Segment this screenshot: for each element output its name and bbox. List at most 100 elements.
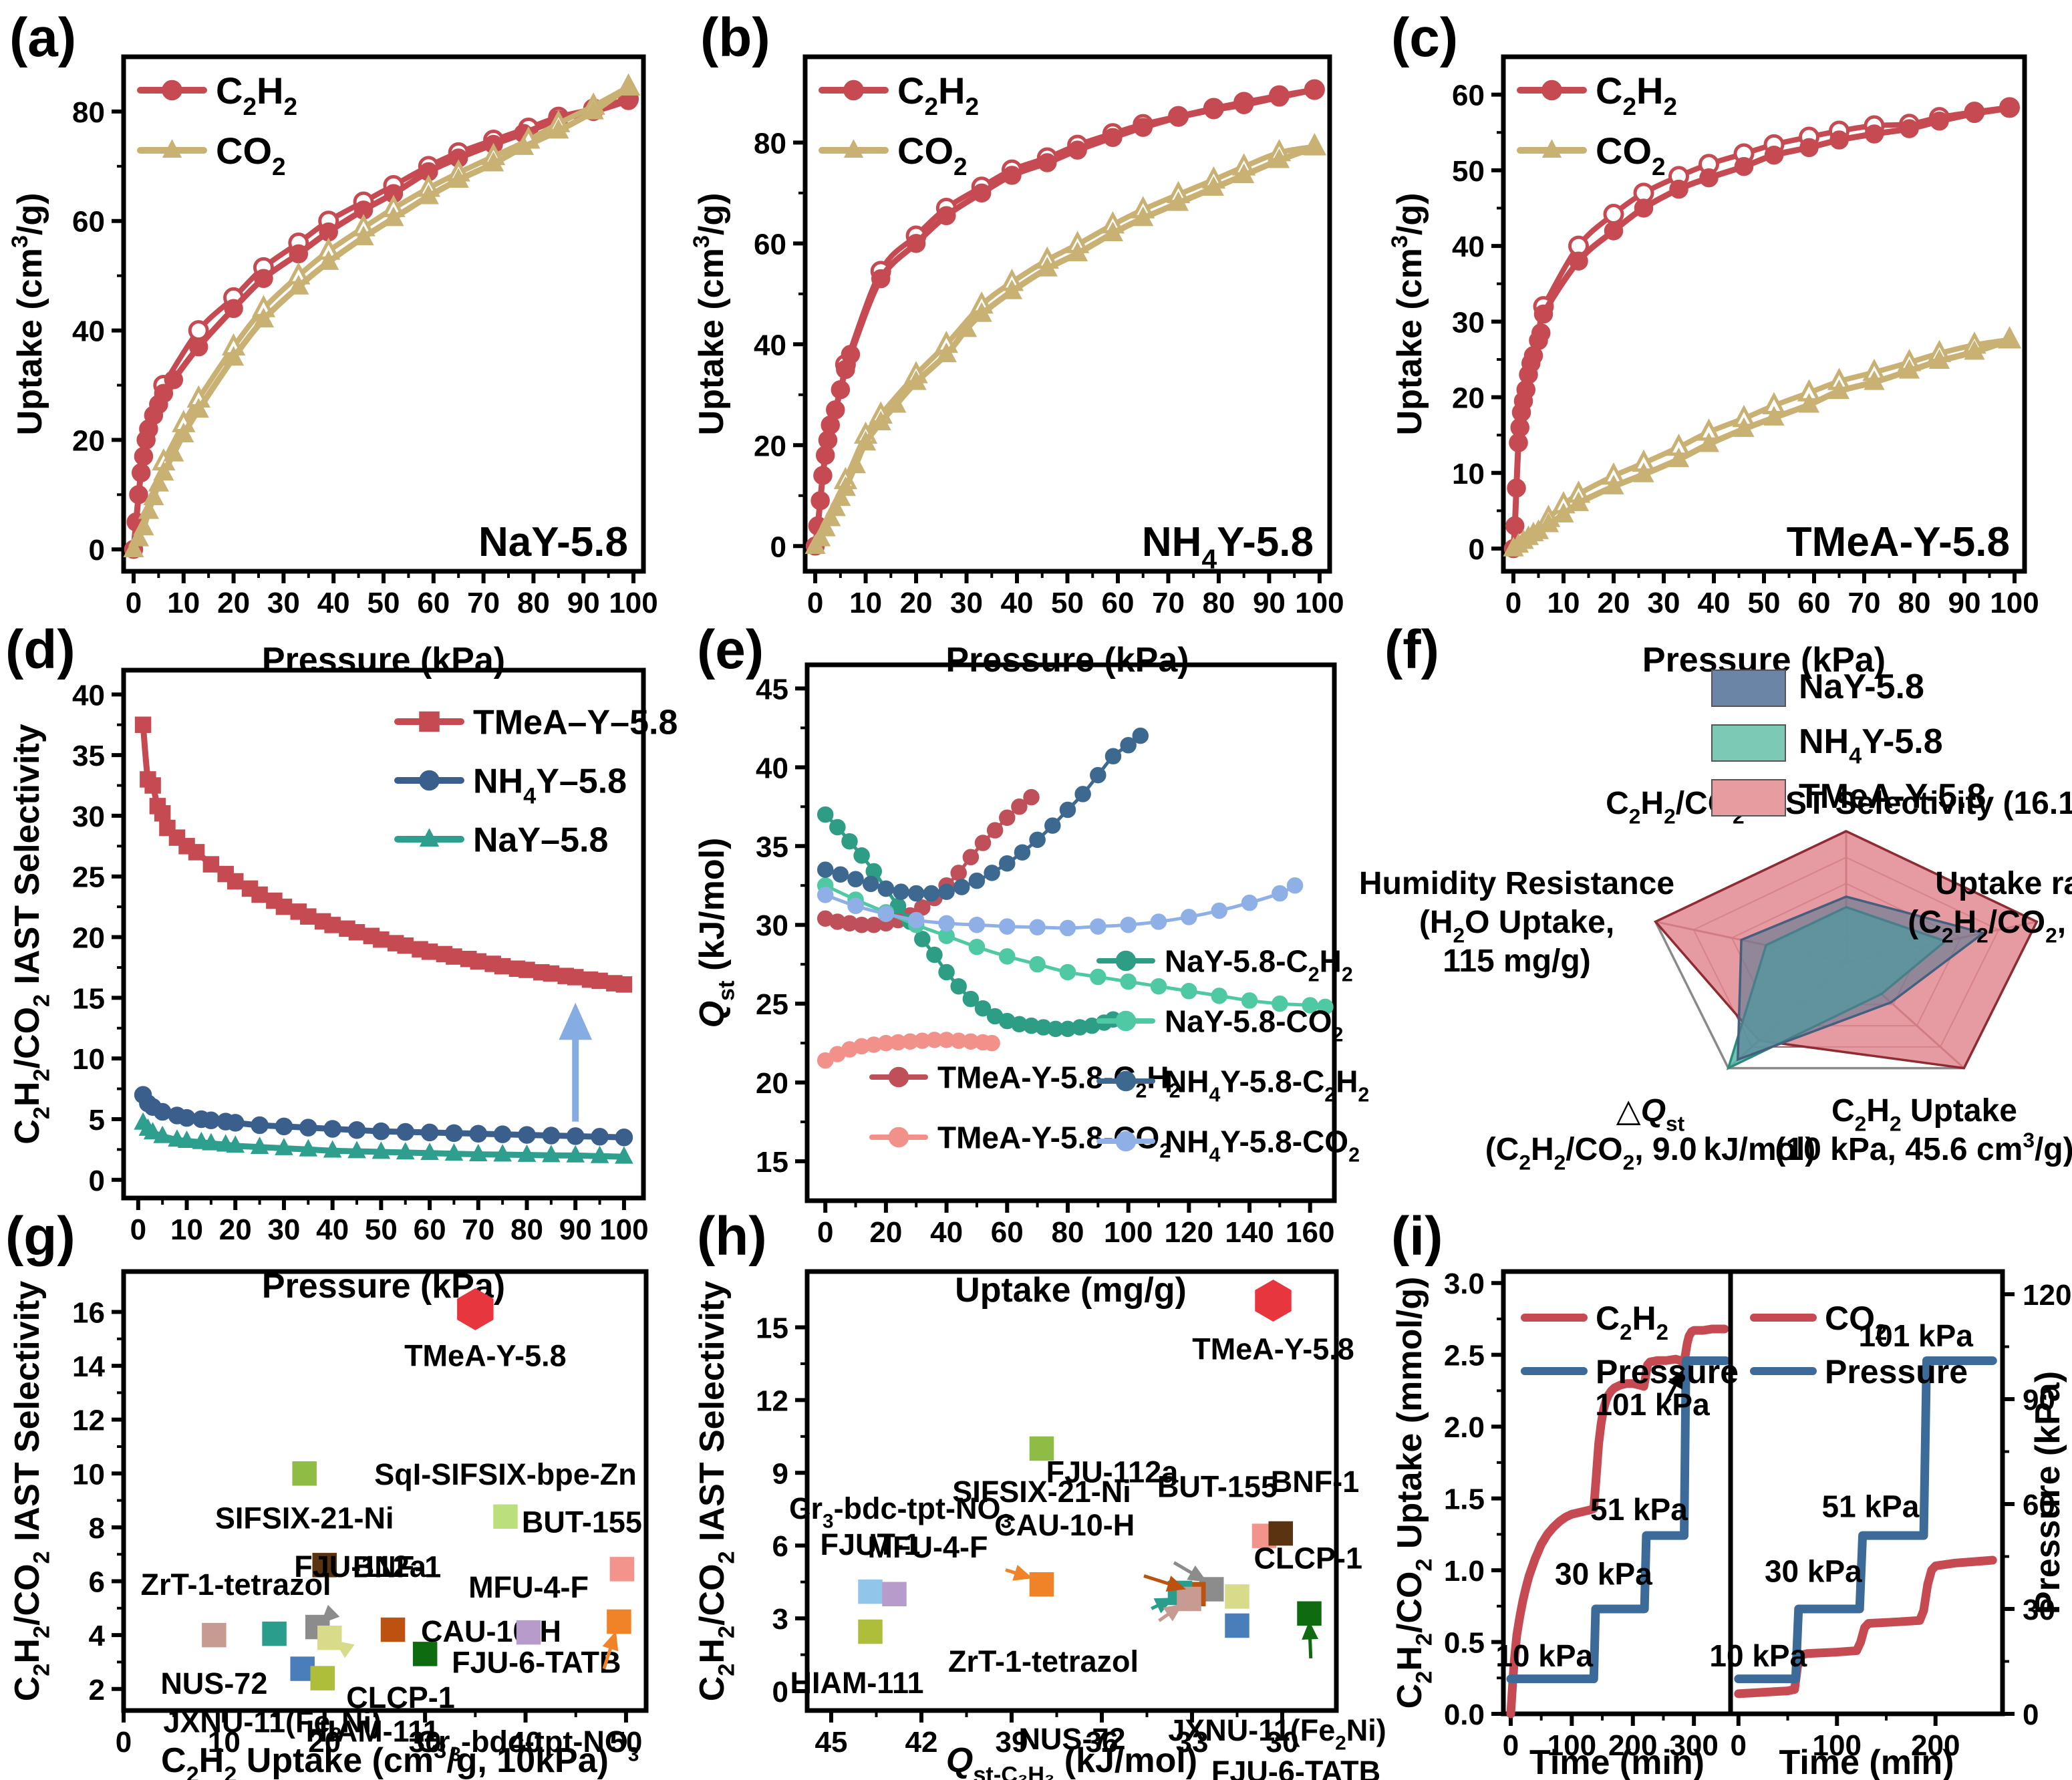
marker-circle: [420, 1123, 439, 1142]
marker-square: [275, 898, 293, 915]
annotation-arrow-head: [334, 1640, 355, 1658]
marker-circle: [907, 911, 925, 929]
legend-label: NaY–5.8: [473, 821, 608, 860]
datapoint-Cr3-bdc-tpt-NO3: Cr3-bdc-tpt-NO3: [416, 1609, 639, 1765]
y2-axis-title: Pressure (kPa): [2029, 1371, 2067, 1614]
legend-label: NaY-5.8-C2H2: [1165, 944, 1353, 986]
series-C2H2-adsorption: [1503, 98, 2019, 559]
series-C2H2-desorption: [835, 79, 1325, 375]
datapoint-label: Cr3-bdc-tpt-NO3: [789, 1491, 1012, 1533]
panel-letter-a: (a): [9, 7, 76, 68]
y-tick-label: 0: [1469, 533, 1485, 566]
marker-square: [1029, 1572, 1054, 1597]
marker-square: [292, 1461, 317, 1486]
marker-triangle: [128, 527, 150, 547]
y-tick-label: 25: [72, 861, 105, 894]
y-axis-title: Uptake (cm3/g): [689, 193, 731, 436]
y-tick-label: 1.5: [1444, 1483, 1485, 1516]
radar-axis-label: (C2H2/CO2, 9.0 kJ/mol): [1485, 1132, 1816, 1174]
y-tick-label: 0.0: [1444, 1698, 1485, 1731]
legend-item: TMeA–Y–5.8: [394, 704, 678, 742]
marker-circle: [1059, 801, 1076, 819]
annotation-text: 10 kPa: [1495, 1638, 1593, 1673]
annotation-arrow-head: [1163, 1604, 1183, 1622]
x-tick-label: 300: [1669, 1729, 1718, 1762]
marker-circle: [164, 370, 184, 390]
subpanel: 0 100 200 0 30 60 90 120 Time (min) 10 kPa 30 kPa 5…: [1709, 1269, 2071, 1780]
annotation-text: 101 kPa: [1859, 1318, 1974, 1353]
y-tick-label: 20: [756, 1067, 788, 1100]
datapoint-label: NUS-72: [1018, 1722, 1125, 1756]
legend-item: C2H2: [1521, 1300, 1668, 1344]
marker-triangle: [163, 442, 184, 462]
x-tick-label: 36: [1086, 1726, 1119, 1759]
x-tick-label: 80: [1051, 1216, 1084, 1249]
series-NH4Y-5.8: [134, 1086, 633, 1147]
marker-circle: [968, 938, 986, 955]
marker-square: [607, 1609, 631, 1634]
marker-circle: [1038, 153, 1057, 172]
axis-ticks: [793, 140, 1322, 583]
marker-triangle: [162, 139, 182, 158]
marker-circle: [1074, 786, 1091, 802]
y-tick-label: 50: [1452, 155, 1485, 188]
marker-triangle: [1668, 447, 1690, 468]
marker-circle: [1505, 516, 1525, 536]
marker-circle: [347, 1121, 366, 1139]
marker-square: [373, 931, 390, 948]
marker-triangle: [420, 1143, 439, 1161]
x-axis-title: C2H2 Uptake (cm3/g, 10kPa): [161, 1738, 609, 1780]
datapoint-Cr3-bdc-tpt-NO3: Cr3-bdc-tpt-NO3: [789, 1491, 1054, 1597]
annotation-arrow-head: [1667, 1369, 1684, 1390]
marker-circle: [178, 1108, 196, 1127]
marker-circle: [1604, 221, 1624, 241]
marker-square: [144, 777, 161, 794]
series-CO2-adsorption: [123, 75, 639, 557]
x-tick-label: 20: [308, 1726, 341, 1759]
marker-circle: [1211, 988, 1227, 1004]
marker-circle: [1864, 124, 1884, 144]
marker-triangle: [1864, 370, 1885, 390]
marker-triangle: [133, 515, 154, 536]
marker-triangle: [448, 168, 469, 188]
series-line: [843, 144, 1318, 484]
y-tick-label: 60: [1452, 80, 1485, 112]
y2-tick-label: 120: [2023, 1279, 2071, 1312]
marker-circle: [888, 1127, 909, 1148]
datapoint-FJU-6-TATB: FJU-6-TATB: [1211, 1601, 1380, 1780]
marker-circle: [847, 897, 864, 915]
x-tick-label: 70: [1152, 587, 1185, 619]
marker-circle: [1029, 919, 1046, 935]
datapoint-label: BUT-155: [1157, 1470, 1278, 1504]
x-tick-label: 200: [1608, 1729, 1657, 1762]
marker-circle: [1115, 1070, 1137, 1092]
radar-axis-label: (C2H2/CO2, 2.13): [1908, 905, 2072, 947]
marker-triangle: [830, 486, 851, 506]
marker-circle: [1103, 128, 1123, 148]
marker-circle: [831, 380, 851, 400]
marker-square: [882, 1582, 907, 1607]
y-tick-label: 15: [756, 1146, 788, 1179]
x-tick-label: 60: [991, 1216, 1024, 1249]
marker-square: [1029, 1436, 1054, 1461]
marker-circle: [832, 866, 849, 883]
marker-square: [1225, 1584, 1249, 1609]
legend: C2H2 CO2: [819, 69, 979, 180]
y-tick-label: 15: [756, 1312, 788, 1344]
x-tick-label: 0: [1505, 587, 1521, 619]
marker-triangle: [835, 476, 856, 496]
y-tick-label: 0: [89, 534, 105, 567]
marker-circle: [615, 1128, 633, 1147]
datapoint-label: JXNU-11(Fe2Ni): [1168, 1713, 1386, 1755]
marker-circle: [1059, 919, 1076, 937]
y-tick-label: 40: [72, 679, 105, 712]
panel-d: 0 10 20 30 40 50 60 70 80 90 1000510152025303540Pr…: [8, 668, 678, 1306]
panel-letter-h: (h): [697, 1206, 767, 1267]
datapoint-TMeA-Y-5.8: TMeA-Y-5.8: [1192, 1280, 1354, 1366]
axis-ticks: [112, 692, 626, 1210]
x-tick-label: 42: [905, 1726, 938, 1759]
y-tick-label: 60: [754, 228, 786, 261]
marker-triangle: [1133, 206, 1154, 227]
